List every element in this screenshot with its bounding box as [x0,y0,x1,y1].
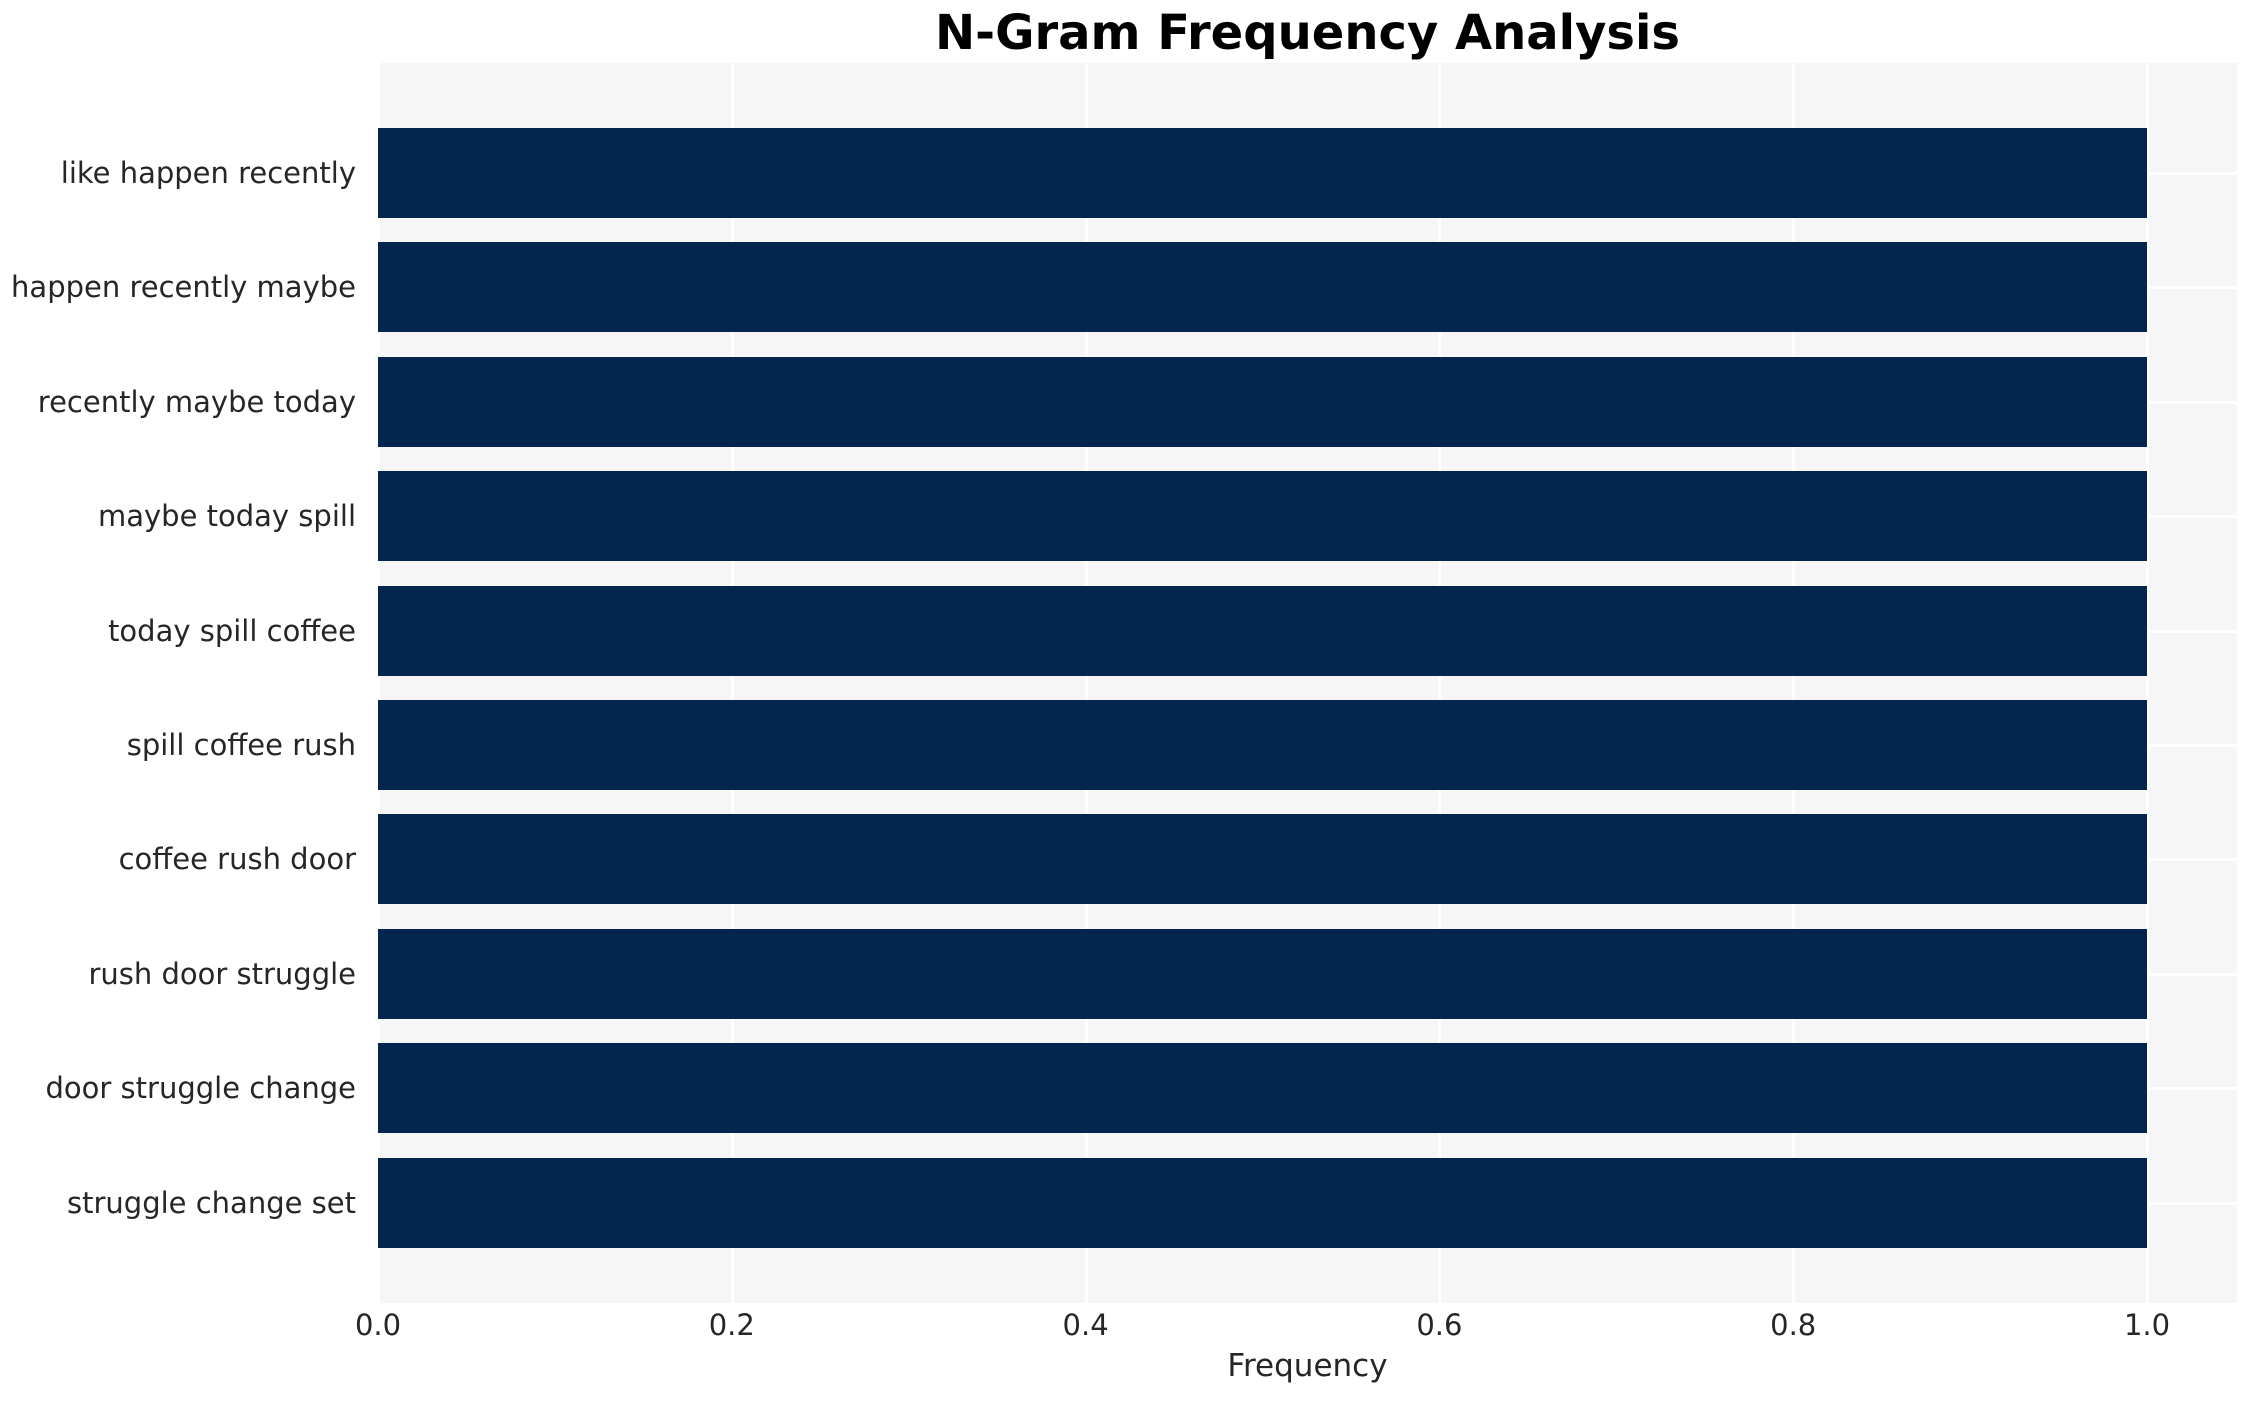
x-tick-label: 1.0 [2123,1308,2171,1342]
bar-maybe-today-spill [378,471,2147,562]
chart-title: N-Gram Frequency Analysis [935,5,1680,61]
bar-rush-door-struggle [378,928,2147,1019]
y-tick-label: maybe today spill [97,499,356,534]
x-tick-label: 0.0 [354,1308,402,1342]
gridline-vertical [2146,63,2149,1303]
x-axis-title: Frequency [1227,1348,1388,1384]
bar-today-spill-coffee [378,585,2147,676]
gridline-vertical [1438,63,1442,1303]
gridline-vertical [377,63,380,1303]
x-tick-label: 0.2 [708,1308,755,1342]
x-tick-label: 0.4 [1062,1308,1109,1342]
bar-coffee-rush-door [378,814,2147,905]
y-tick-label: recently maybe today [37,384,356,419]
x-tick-label: 0.6 [1416,1308,1463,1342]
gridline-vertical [730,63,734,1303]
bar-like-happen-recently [378,128,2147,218]
plot-area [377,63,2237,1303]
gridline-vertical [1084,63,1088,1303]
bar-struggle-change-set [378,1157,2147,1248]
y-tick-label: happen recently maybe [11,270,356,305]
bar-door-struggle-change [378,1043,2147,1134]
y-tick-label: door struggle change [45,1071,356,1106]
y-tick-label: today spill coffee [108,613,356,648]
gridline-vertical [1792,63,1796,1303]
y-tick-label: struggle change set [67,1185,356,1220]
y-tick-label: rush door struggle [88,956,356,991]
x-tick-label: 0.8 [1770,1308,1817,1342]
bar-recently-maybe-today [378,356,2147,447]
y-tick-label: spill coffee rush [126,728,356,762]
bar-happen-recently-maybe [378,242,2147,333]
y-tick-label: like happen recently [60,156,356,190]
bar-spill-coffee-rush [378,700,2147,790]
y-tick-label: coffee rush door [118,842,356,877]
